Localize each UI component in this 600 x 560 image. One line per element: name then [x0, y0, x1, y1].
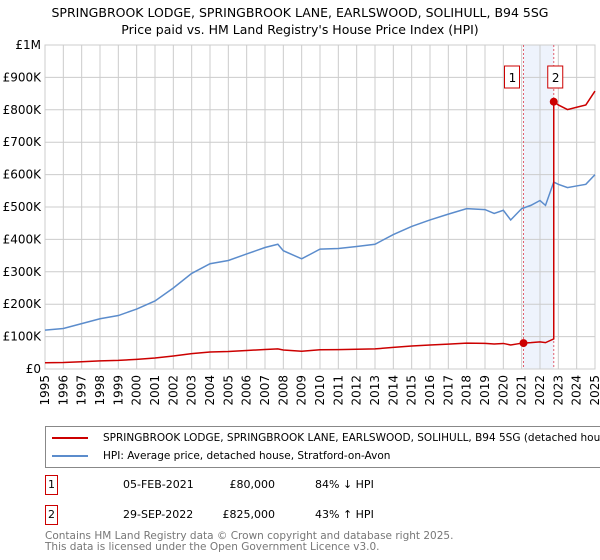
legend: SPRINGBROOK LODGE, SPRINGBROOK LANE, EAR… [45, 426, 600, 468]
table-row: 2 29-SEP-2022 £825,000 43% ↑ HPI [45, 505, 445, 525]
x-tick-label: 1997 [75, 375, 89, 406]
x-tick-label: 2020 [496, 375, 510, 406]
sale-point [519, 339, 528, 348]
x-tick-label: 2006 [240, 375, 254, 406]
x-tick-label: 2022 [533, 375, 547, 406]
x-tick-label: 2015 [405, 375, 419, 406]
sale-price: £80,000 [229, 478, 276, 491]
plot-frame [44, 44, 596, 370]
y-tick-label: £1M [15, 38, 41, 52]
x-tick-label: 2014 [386, 375, 400, 406]
x-tick-label: 2002 [166, 375, 180, 406]
y-tick-label: £800K [3, 103, 43, 117]
x-tick-label: 2017 [441, 375, 455, 406]
sale-hpi-diff: 84% ↓ HPI [315, 478, 374, 491]
sale-label-box [504, 65, 520, 89]
table-row: 1 05-FEB-2021 £80,000 84% ↓ HPI [45, 475, 445, 495]
legend-label: HPI: Average price, detached house, Stra… [103, 450, 391, 462]
x-tick-label: 1999 [111, 375, 125, 406]
legend-item-hpi: HPI: Average price, detached house, Stra… [46, 448, 390, 464]
footer-line: Contains HM Land Registry data © Crown c… [45, 530, 454, 542]
y-tick-label: £700K [3, 135, 43, 149]
y-tick-label: £200K [3, 297, 43, 311]
x-tick-label: 2007 [258, 375, 272, 406]
title-line: SPRINGBROOK LODGE, SPRINGBROOK LANE, EAR… [51, 5, 549, 20]
sale-badge: 1 [45, 475, 58, 495]
x-tick-label: 2023 [551, 375, 565, 406]
legend-label: SPRINGBROOK LODGE, SPRINGBROOK LANE, EAR… [103, 432, 600, 444]
x-tick-label: 2001 [148, 375, 162, 406]
y-tick-label: £100K [3, 330, 43, 344]
sale-point [549, 97, 558, 106]
y-tick-label: £400K [3, 232, 43, 246]
legend-swatch-red [52, 437, 88, 439]
legend-swatch-blue [52, 455, 88, 457]
x-tick-label: 2025 [588, 375, 600, 406]
x-tick-label: 2024 [570, 375, 584, 406]
sale-hpi-diff: 43% ↑ HPI [315, 508, 374, 521]
sale-date: 05-FEB-2021 [123, 478, 194, 491]
x-tick-label: 2011 [331, 375, 345, 406]
x-tick-label: 2000 [130, 375, 144, 406]
x-tick-label: 2004 [203, 375, 217, 406]
y-tick-label: £600K [3, 168, 43, 182]
x-tick-label: 2016 [423, 375, 437, 406]
x-tick-label: 2018 [460, 375, 474, 406]
y-tick-label: £900K [3, 70, 43, 84]
sale-label-box [547, 65, 564, 89]
x-tick-label: 1996 [56, 375, 70, 406]
price-chart: £0 £100K £200K £300K £400K £500K £600K £700K £80… [3, 38, 600, 406]
y-tick-label: £500K [3, 200, 43, 214]
legend-item-property: SPRINGBROOK LODGE, SPRINGBROOK LANE, EAR… [46, 430, 600, 446]
subtitle-line: Price paid vs. HM Land Registry's House … [121, 22, 479, 37]
x-tick-label: 2008 [276, 375, 290, 406]
footer-line: This data is licensed under the Open Gov… [45, 541, 380, 553]
x-tick-label: 2012 [350, 375, 364, 406]
hpi-line [44, 174, 596, 331]
x-tick-label: 2021 [515, 375, 529, 406]
sale-price: £825,000 [222, 508, 276, 521]
footer: Contains HM Land Registry data © Crown c… [45, 531, 453, 553]
sale-date: 29-SEP-2022 [123, 508, 194, 521]
x-tick-label: 2003 [185, 375, 199, 406]
x-tick-label: 1998 [93, 375, 107, 406]
sale-label: 2 [552, 71, 560, 85]
property-price-line [44, 90, 596, 364]
x-tick-label: 1995 [38, 375, 52, 406]
sale-badge: 2 [45, 505, 58, 525]
x-tick-label: 2013 [368, 375, 382, 406]
x-tick-label: 2019 [478, 375, 492, 406]
x-tick-label: 2010 [313, 375, 327, 406]
y-tick-label: £300K [3, 265, 43, 279]
sale-label: 1 [509, 71, 517, 85]
x-tick-label: 2005 [221, 375, 235, 406]
y-tick-label: £0 [26, 362, 41, 376]
chart-title: SPRINGBROOK LODGE, SPRINGBROOK LANE, EAR… [0, 4, 600, 38]
x-tick-label: 2009 [295, 375, 309, 406]
